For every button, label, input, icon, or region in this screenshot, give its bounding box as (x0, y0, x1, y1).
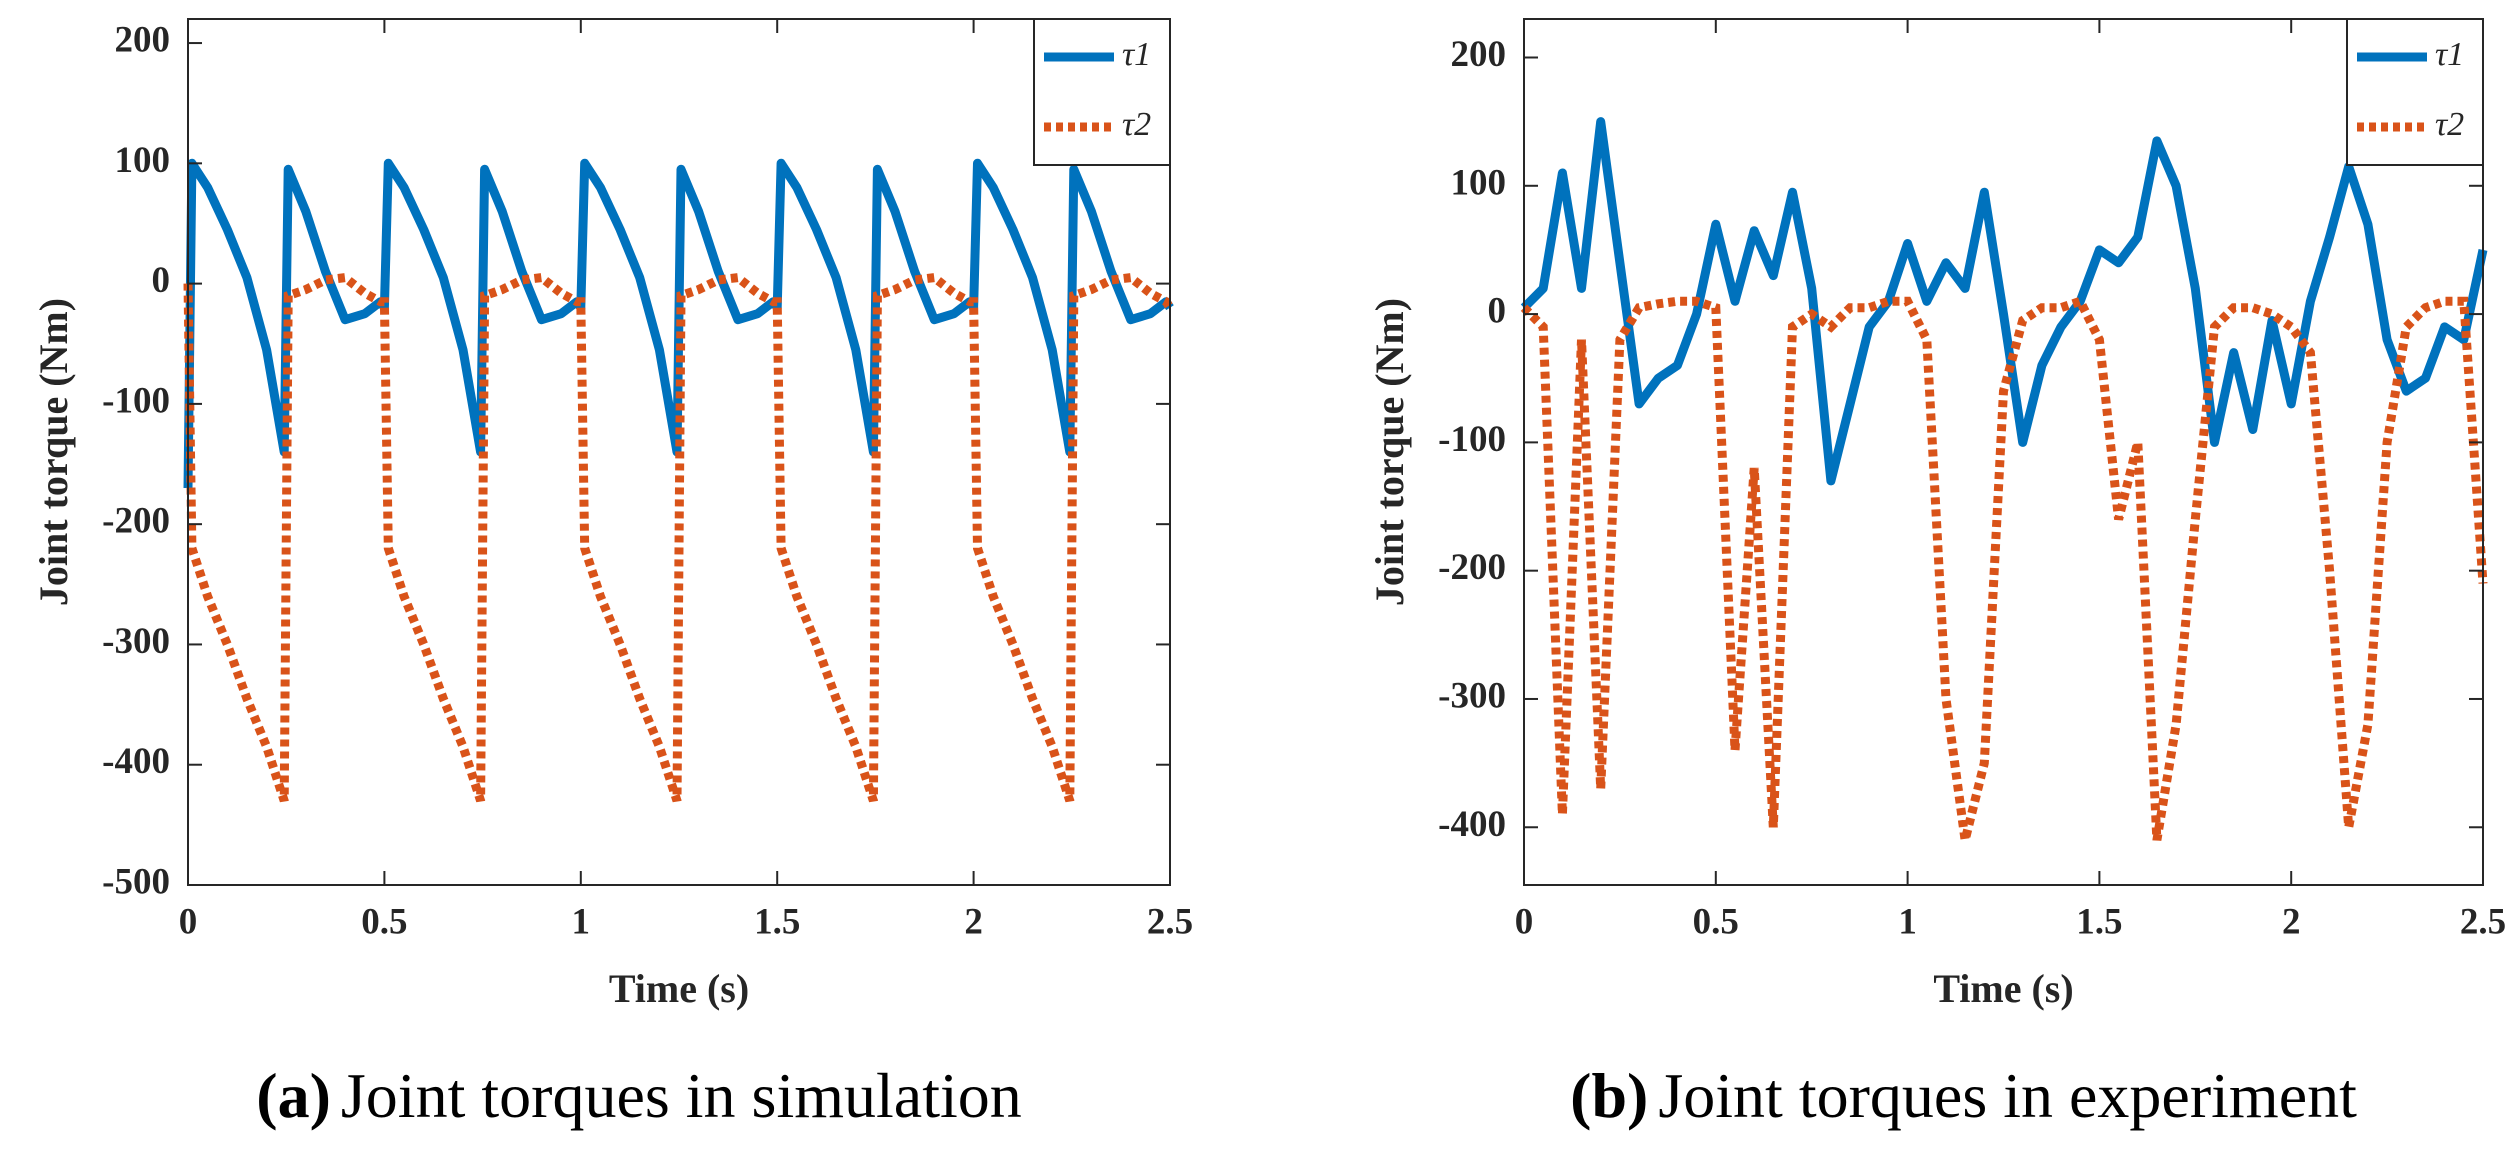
y-tick-label: 200 (1451, 34, 1507, 75)
plot-frame (187, 18, 1171, 886)
y-tick-label: 100 (1451, 162, 1507, 203)
y-axis-label: Joint torque (Nm) (1367, 298, 1412, 606)
y-tick-label: 0 (152, 260, 171, 301)
y-tick-label: -300 (102, 621, 170, 662)
caption-text: Joint torques in experiment (1658, 1060, 2357, 1131)
x-tick-label: 1.5 (2076, 901, 2122, 942)
x-tick-label: 1 (572, 901, 591, 942)
y-tick-label: -400 (1438, 804, 1506, 845)
series-line (1520, 117, 2488, 486)
x-tick-label: 1.5 (754, 901, 800, 942)
y-tick-label: 200 (115, 20, 171, 61)
series-line (183, 272, 1174, 803)
legend-label: τ1 (1122, 36, 1151, 73)
y-tick-label: -200 (102, 501, 170, 542)
y-tick-label: -500 (102, 861, 170, 902)
caption-label: (b) (1570, 1060, 1648, 1131)
y-axis-label: Joint torque (Nm) (31, 298, 76, 606)
caption-label: (a) (256, 1060, 331, 1131)
x-tick-label: 2.5 (1147, 901, 1193, 942)
x-axis-label: Time (s) (609, 966, 749, 1011)
series-line (1520, 295, 2488, 842)
legend-label: τ2 (2435, 106, 2464, 143)
x-axis-label: Time (s) (1933, 966, 2073, 1011)
legend-label: τ1 (2435, 36, 2464, 73)
x-tick-label: 0 (179, 901, 198, 942)
x-tick-label: 2 (964, 901, 983, 942)
y-tick-label: 0 (1488, 291, 1507, 332)
y-tick-label: -100 (1438, 419, 1506, 460)
x-tick-label: 2.5 (2460, 901, 2506, 942)
y-tick-label: -200 (1438, 547, 1506, 588)
legend-box (2346, 18, 2484, 166)
legend-label: τ2 (1122, 106, 1151, 143)
y-tick-label: -300 (1438, 675, 1506, 716)
legend-box (1033, 18, 1171, 166)
caption: (a) Joint torques in simulation (256, 1060, 1022, 1131)
x-tick-label: 2 (2282, 901, 2301, 942)
y-tick-label: -100 (102, 380, 170, 421)
plot-frame (1523, 18, 2484, 886)
x-tick-label: 0.5 (1693, 901, 1739, 942)
y-tick-label: 100 (115, 140, 171, 181)
caption: (b) Joint torques in experiment (1570, 1060, 2357, 1131)
x-tick-label: 1 (1898, 901, 1917, 942)
caption-text: Joint torques in simulation (341, 1060, 1022, 1131)
y-tick-label: -400 (102, 741, 170, 782)
x-tick-label: 0 (1515, 901, 1534, 942)
x-tick-label: 0.5 (361, 901, 407, 942)
